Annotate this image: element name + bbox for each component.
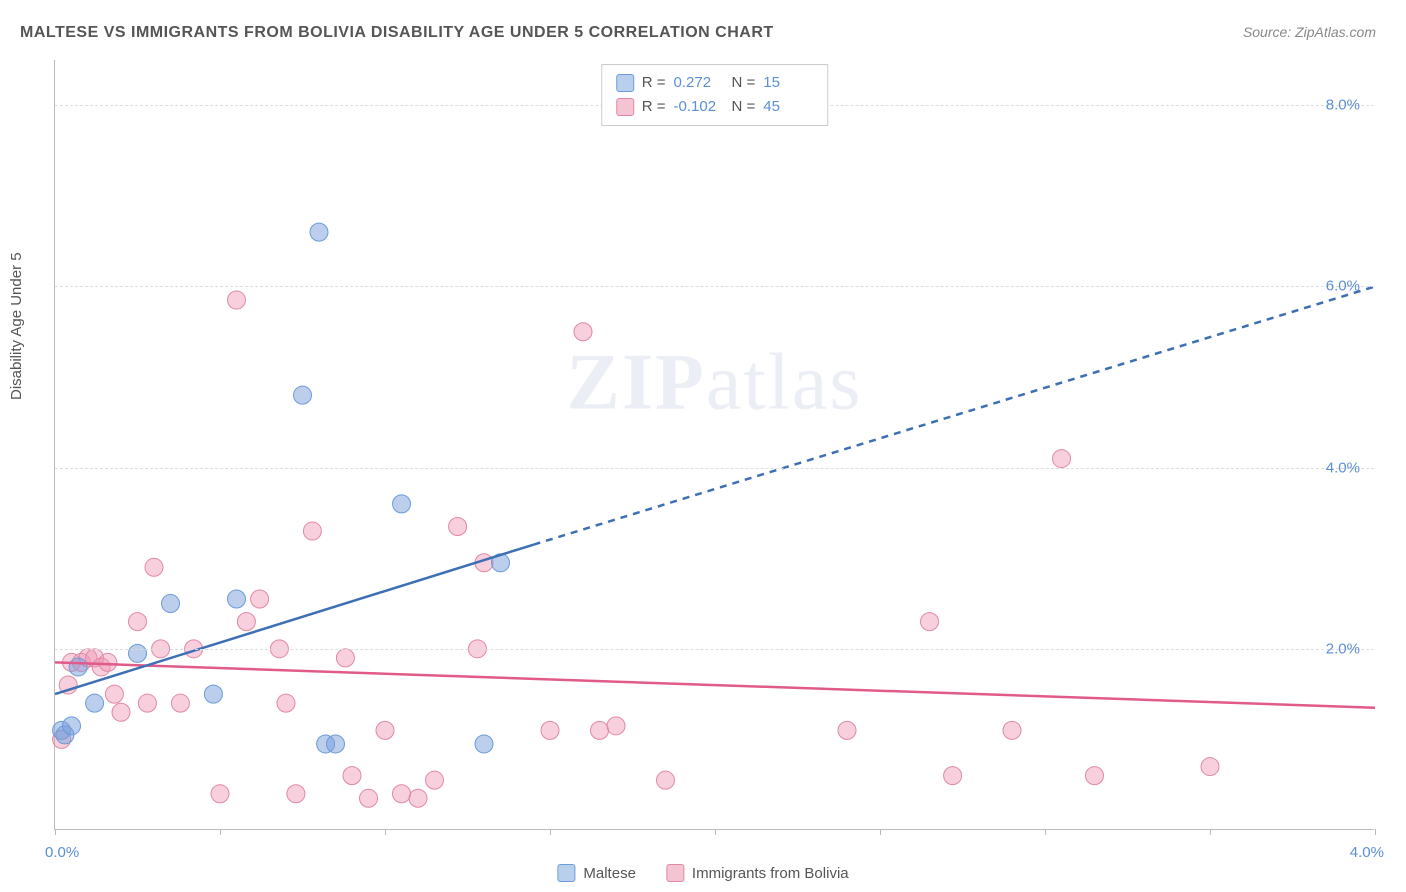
n-label: N = (732, 71, 756, 95)
legend-item-bolivia: Immigrants from Bolivia (666, 864, 849, 882)
data-point (426, 771, 444, 789)
y-tick-label: 6.0% (1326, 278, 1360, 295)
data-point (310, 223, 328, 241)
regression-line (534, 286, 1376, 544)
gridline-h (55, 468, 1374, 469)
data-point (69, 658, 87, 676)
data-point (86, 694, 104, 712)
n-value-bolivia: 45 (763, 95, 813, 119)
r-value-bolivia: -0.102 (674, 95, 724, 119)
x-tick (550, 829, 551, 835)
data-point (303, 522, 321, 540)
x-tick (880, 829, 881, 835)
data-point (541, 721, 559, 739)
data-point (409, 789, 427, 807)
data-point (1201, 758, 1219, 776)
data-point (336, 649, 354, 667)
n-label: N = (732, 95, 756, 119)
data-point (360, 789, 378, 807)
data-point (237, 613, 255, 631)
chart-title: MALTESE VS IMMIGRANTS FROM BOLIVIA DISAB… (20, 24, 774, 42)
data-point (393, 785, 411, 803)
x-tick-label-max: 4.0% (1350, 844, 1384, 861)
data-point (277, 694, 295, 712)
r-label: R = (642, 71, 666, 95)
x-tick (715, 829, 716, 835)
regression-line (55, 662, 1375, 707)
n-value-maltese: 15 (763, 71, 813, 95)
data-point (228, 590, 246, 608)
legend-label-bolivia: Immigrants from Bolivia (692, 865, 849, 882)
x-tick (55, 829, 56, 835)
data-point (211, 785, 229, 803)
data-point (162, 595, 180, 613)
y-tick-label: 4.0% (1326, 459, 1360, 476)
x-tick-label-min: 0.0% (45, 844, 79, 861)
correlation-legend: R = 0.272 N = 15 R = -0.102 N = 45 (601, 64, 829, 126)
data-point (944, 767, 962, 785)
data-point (838, 721, 856, 739)
gridline-h (55, 286, 1374, 287)
data-point (607, 717, 625, 735)
y-tick-label: 8.0% (1326, 97, 1360, 114)
data-point (171, 694, 189, 712)
data-point (1053, 450, 1071, 468)
swatch-bolivia-icon (666, 864, 684, 882)
data-point (138, 694, 156, 712)
data-point (204, 685, 222, 703)
data-point (129, 613, 147, 631)
data-point (574, 323, 592, 341)
legend-label-maltese: Maltese (583, 865, 636, 882)
data-point (287, 785, 305, 803)
x-tick (220, 829, 221, 835)
x-tick (1375, 829, 1376, 835)
swatch-bolivia (616, 98, 634, 116)
y-axis-label: Disability Age Under 5 (8, 252, 25, 400)
data-point (228, 291, 246, 309)
x-tick (385, 829, 386, 835)
series-legend: Maltese Immigrants from Bolivia (557, 864, 848, 882)
data-point (99, 653, 117, 671)
data-point (129, 644, 147, 662)
data-point (591, 721, 609, 739)
source-attribution: Source: ZipAtlas.com (1243, 24, 1376, 40)
data-point (449, 518, 467, 536)
plot-area: ZIPatlas R = 0.272 N = 15 R = -0.102 N =… (54, 60, 1374, 830)
x-tick (1210, 829, 1211, 835)
legend-row-bolivia: R = -0.102 N = 45 (616, 95, 814, 119)
data-point (376, 721, 394, 739)
data-point (251, 590, 269, 608)
x-tick (1045, 829, 1046, 835)
swatch-maltese-icon (557, 864, 575, 882)
swatch-maltese (616, 74, 634, 92)
data-point (105, 685, 123, 703)
data-point (393, 495, 411, 513)
data-point (327, 735, 345, 753)
r-label: R = (642, 95, 666, 119)
data-point (921, 613, 939, 631)
y-tick-label: 2.0% (1326, 640, 1360, 657)
data-point (63, 717, 81, 735)
data-point (145, 558, 163, 576)
gridline-h (55, 649, 1374, 650)
legend-row-maltese: R = 0.272 N = 15 (616, 71, 814, 95)
data-point (112, 703, 130, 721)
scatter-svg (55, 60, 1374, 829)
data-point (475, 735, 493, 753)
data-point (1003, 721, 1021, 739)
data-point (294, 386, 312, 404)
r-value-maltese: 0.272 (674, 71, 724, 95)
data-point (1086, 767, 1104, 785)
legend-item-maltese: Maltese (557, 864, 636, 882)
data-point (657, 771, 675, 789)
data-point (343, 767, 361, 785)
